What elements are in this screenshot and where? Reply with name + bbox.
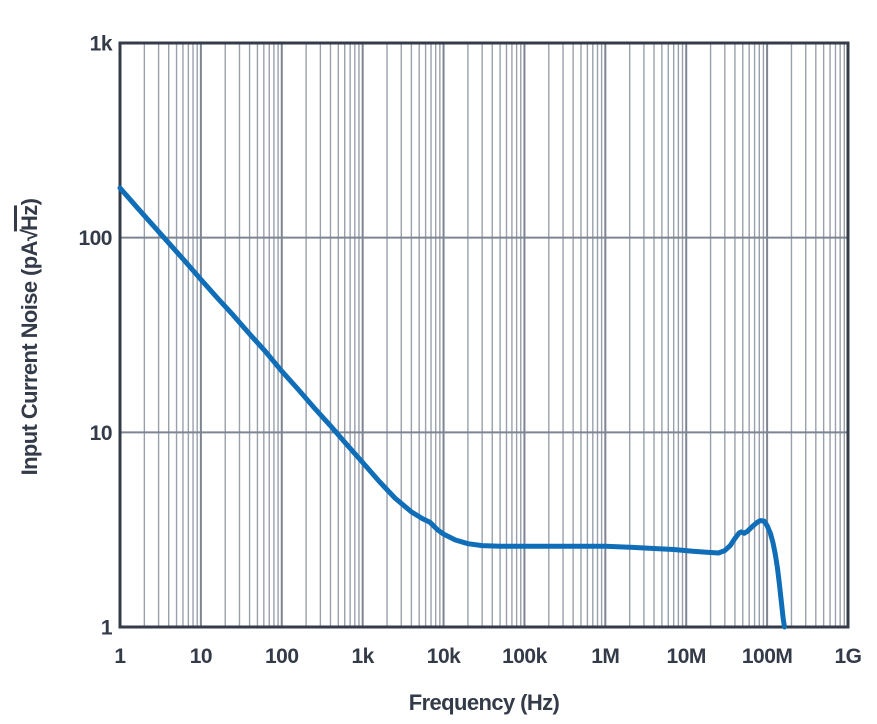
x-tick-label: 10M [667,645,706,668]
y-axis-title: Input Current Noise (pA√Hz) [14,198,43,476]
y-tick-label: 10 [90,422,112,445]
x-tick-label: 100 [265,645,299,668]
x-tick-label: 100k [502,645,548,668]
y-axis-title-radicand: Hz [14,205,42,232]
x-tick-label: 10 [190,645,212,668]
x-tick-label: 1G [834,645,861,668]
x-tick-label: 10k [427,645,461,668]
y-tick-label: 1k [90,33,113,56]
x-tick-label: 1k [351,645,374,668]
axis-frame [118,41,850,629]
y-tick-label: 1 [101,617,113,640]
y-tick-label: 100 [78,227,112,250]
x-tick-label: 1M [591,645,619,668]
x-tick-label: 100M [742,645,793,668]
y-axis-title-suffix: ) [17,198,42,206]
x-axis-title: Frequency (Hz) [408,690,560,715]
x-tick-label: 1 [114,645,126,668]
input-current-noise-curve [117,185,787,630]
y-axis-title-prefix: Input Current Noise (pA [17,241,42,476]
